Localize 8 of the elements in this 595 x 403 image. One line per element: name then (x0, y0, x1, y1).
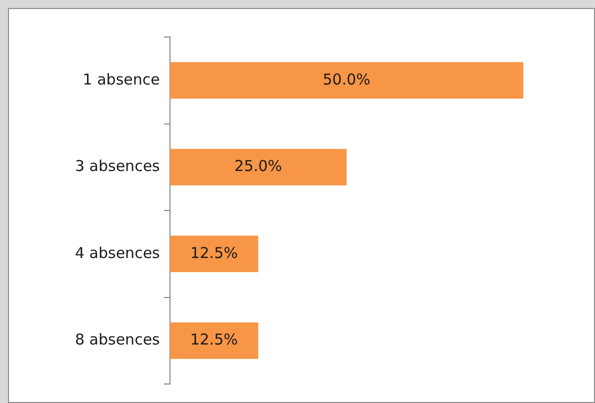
y-tick-label: 4 absences (74, 244, 160, 262)
data-label: 50.0% (322, 70, 370, 88)
data-label: 12.5% (190, 330, 238, 349)
data-label: 12.5% (190, 244, 238, 262)
data-label: 25.0% (234, 157, 282, 176)
y-tick-label: 8 absences (74, 330, 160, 349)
y-tick-label: 1 absence (82, 70, 160, 88)
y-tick-label: 3 absences (74, 157, 160, 176)
